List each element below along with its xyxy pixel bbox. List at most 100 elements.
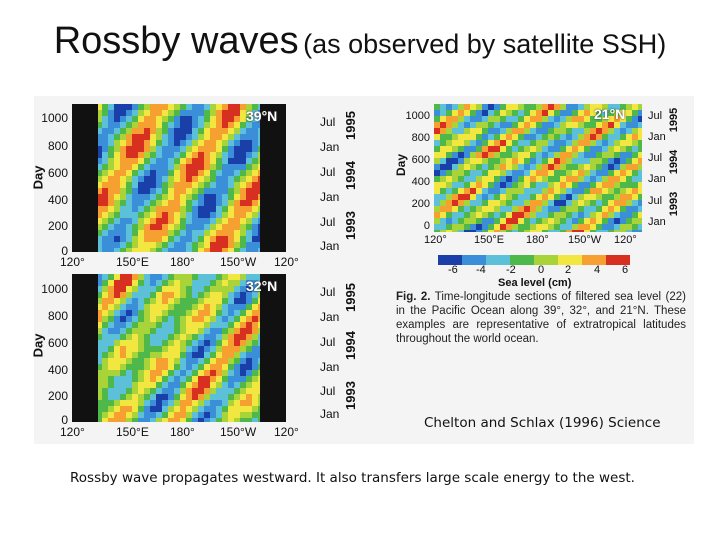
heatmap-cell bbox=[530, 104, 536, 110]
heatmap-cell bbox=[452, 170, 458, 176]
heatmap-cell bbox=[108, 406, 114, 412]
heatmap-cell bbox=[150, 292, 156, 298]
heatmap-cell bbox=[482, 158, 488, 164]
heatmap-cell bbox=[614, 218, 620, 224]
heatmap-cell bbox=[228, 370, 234, 376]
heatmap-cell bbox=[126, 134, 132, 140]
heatmap-cell bbox=[626, 110, 632, 116]
heatmap-cell bbox=[210, 274, 216, 280]
heatmap-cell bbox=[638, 116, 642, 122]
heatmap-cell bbox=[596, 230, 602, 232]
heatmap-cell bbox=[482, 212, 488, 218]
heatmap-cell bbox=[488, 200, 494, 206]
heatmap-cell bbox=[174, 304, 180, 310]
heatmap-cell bbox=[102, 400, 108, 406]
heatmap-cell bbox=[150, 358, 156, 364]
heatmap-cell bbox=[216, 274, 222, 280]
heatmap-cell bbox=[240, 364, 246, 370]
heatmap-cell bbox=[518, 212, 524, 218]
heatmap-cell bbox=[204, 182, 210, 188]
heatmap-cell bbox=[198, 382, 204, 388]
heatmap-cell bbox=[108, 230, 114, 236]
citation: Chelton and Schlax (1996) Science bbox=[424, 415, 661, 431]
heatmap-cell bbox=[210, 212, 216, 218]
heatmap-cell bbox=[138, 418, 144, 422]
heatmap-cell bbox=[108, 212, 114, 218]
heatmap-cell bbox=[536, 128, 542, 134]
heatmap-cell bbox=[120, 152, 126, 158]
heatmap-cell bbox=[114, 406, 120, 412]
heatmap-cell bbox=[566, 182, 572, 188]
heatmap-cell bbox=[168, 358, 174, 364]
heatmap-cell bbox=[114, 176, 120, 182]
heatmap-cell bbox=[440, 116, 446, 122]
heatmap-cell bbox=[620, 218, 626, 224]
heatmap-cell bbox=[174, 412, 180, 418]
heatmap-cell bbox=[102, 394, 108, 400]
heatmap-cell bbox=[120, 116, 126, 122]
heatmap-cell bbox=[210, 122, 216, 128]
heatmap-cell bbox=[494, 188, 500, 194]
heatmap-cell bbox=[452, 230, 458, 232]
heatmap-cell bbox=[198, 406, 204, 412]
heatmap-cell bbox=[198, 206, 204, 212]
heatmap-cell bbox=[216, 418, 222, 422]
heatmap-cell bbox=[602, 200, 608, 206]
heatmap-cell bbox=[240, 358, 246, 364]
heatmap-cell bbox=[126, 304, 132, 310]
heatmap-cell bbox=[180, 170, 186, 176]
heatmap-cell bbox=[536, 182, 542, 188]
heatmap-cell bbox=[96, 376, 102, 382]
heatmap-cell bbox=[138, 194, 144, 200]
heatmap-cell bbox=[632, 218, 638, 224]
heatmap-cell bbox=[512, 158, 518, 164]
heatmap-cell bbox=[192, 170, 198, 176]
heatmap-cell bbox=[192, 218, 198, 224]
heatmap-cell bbox=[536, 212, 542, 218]
heatmap-cell bbox=[120, 310, 126, 316]
heatmap-cell bbox=[518, 206, 524, 212]
heatmap-cell bbox=[180, 418, 186, 422]
heatmap-cell bbox=[126, 218, 132, 224]
heatmap-cell bbox=[228, 242, 234, 248]
heatmap-cell bbox=[180, 248, 186, 252]
heatmap-cell bbox=[440, 122, 446, 128]
heatmap-cell bbox=[542, 170, 548, 176]
heatmap-cell bbox=[174, 346, 180, 352]
heatmap-cell bbox=[210, 280, 216, 286]
heatmap-cell bbox=[108, 200, 114, 206]
heatmap-cell bbox=[102, 358, 108, 364]
heatmap-cell bbox=[500, 194, 506, 200]
heatmap-cell bbox=[204, 104, 210, 110]
heatmap-cell bbox=[198, 170, 204, 176]
heatmap-cell bbox=[590, 212, 596, 218]
heatmap-cell bbox=[476, 128, 482, 134]
heatmap-cell bbox=[560, 182, 566, 188]
heatmap-cell bbox=[638, 128, 642, 134]
heatmap-cell bbox=[494, 110, 500, 116]
heatmap-cell bbox=[440, 104, 446, 110]
heatmap-cell bbox=[180, 224, 186, 230]
heatmap-cell bbox=[632, 164, 638, 170]
heatmap-cell bbox=[120, 304, 126, 310]
heatmap-cell bbox=[204, 304, 210, 310]
heatmap-cell bbox=[168, 328, 174, 334]
heatmap-cell bbox=[168, 316, 174, 322]
heatmap-cell bbox=[156, 206, 162, 212]
heatmap-cell bbox=[126, 394, 132, 400]
heatmap-cell bbox=[548, 158, 554, 164]
heatmap-cell bbox=[566, 104, 572, 110]
heatmap-cell bbox=[186, 328, 192, 334]
heatmap-cell bbox=[246, 370, 252, 376]
heatmap-cell bbox=[228, 104, 234, 110]
heatmap-cell bbox=[578, 200, 584, 206]
heatmap-cell bbox=[240, 400, 246, 406]
heatmap-cell bbox=[252, 122, 258, 128]
heatmap-cell bbox=[204, 352, 210, 358]
heatmap-cell bbox=[470, 206, 476, 212]
heatmap-cell bbox=[228, 200, 234, 206]
heatmap-cell bbox=[554, 128, 560, 134]
heatmap-cell bbox=[458, 122, 464, 128]
heatmap-cell bbox=[120, 128, 126, 134]
heatmap-cell bbox=[174, 188, 180, 194]
